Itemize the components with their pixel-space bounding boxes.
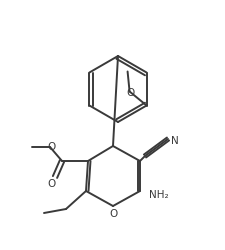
Text: O: O bbox=[109, 208, 117, 218]
Text: O: O bbox=[126, 87, 135, 97]
Text: O: O bbox=[47, 142, 55, 152]
Text: N: N bbox=[171, 136, 179, 145]
Text: O: O bbox=[47, 178, 55, 188]
Text: NH₂: NH₂ bbox=[149, 189, 169, 199]
